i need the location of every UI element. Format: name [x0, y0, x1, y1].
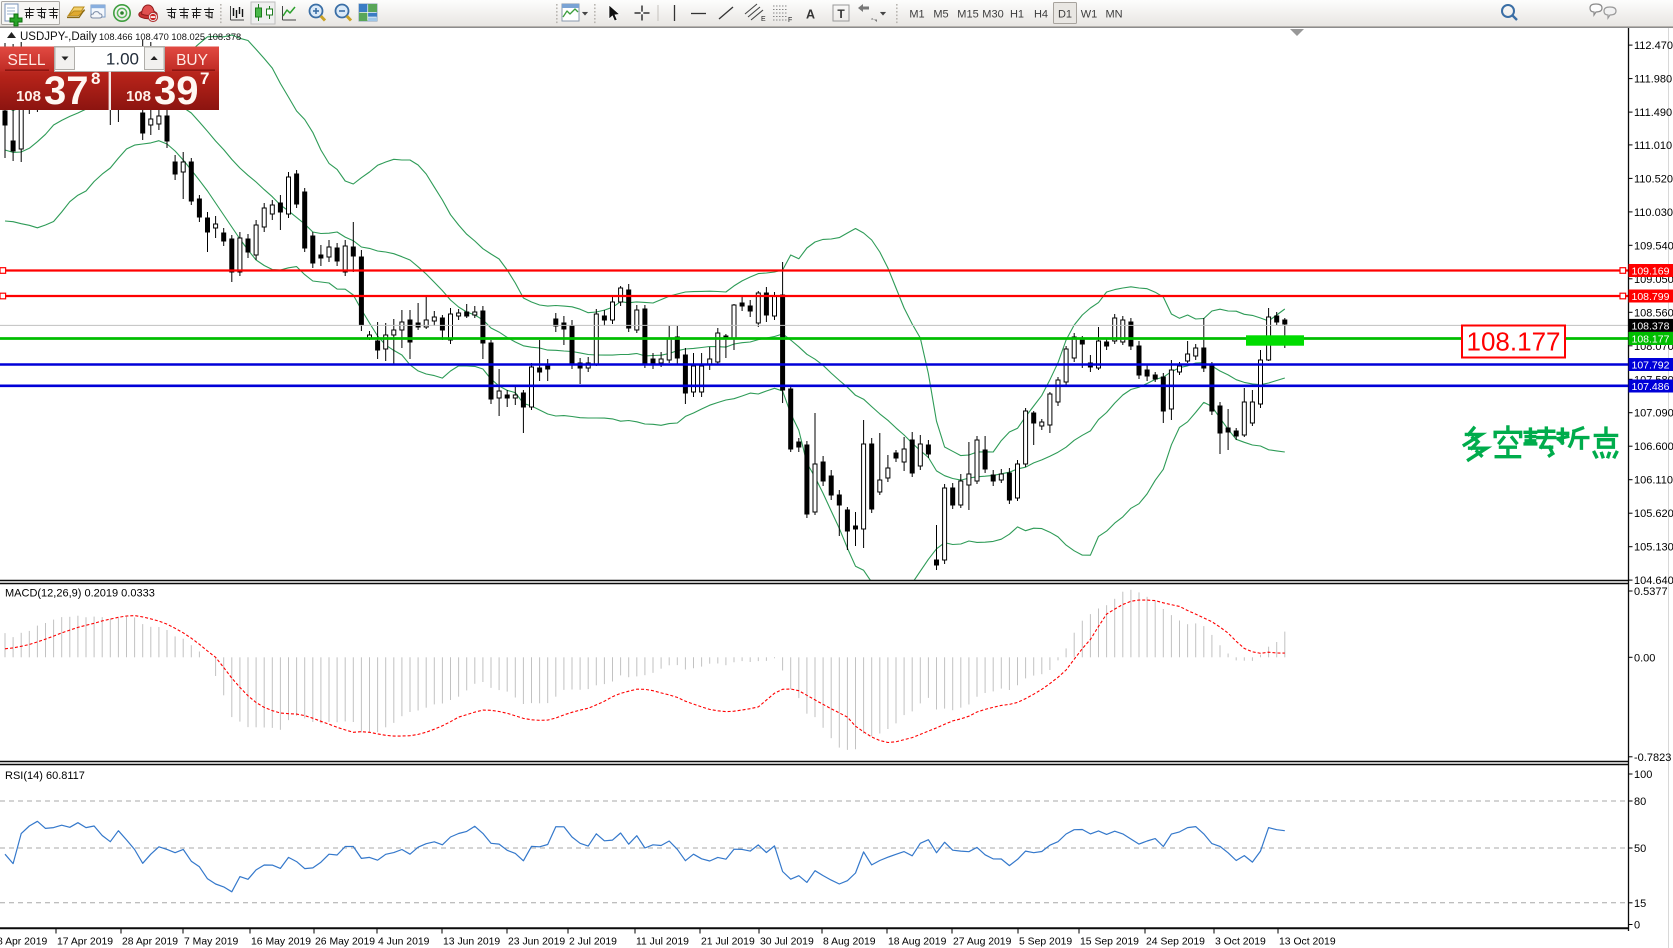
- svg-text:MACD(12,26,9) 0.2019 0.0333: MACD(12,26,9) 0.2019 0.0333: [5, 588, 155, 600]
- svg-text:USDJPY-,Daily: USDJPY-,Daily: [20, 31, 97, 43]
- svg-text:108.378: 108.378: [1632, 320, 1670, 332]
- svg-text:BUY: BUY: [176, 52, 208, 69]
- svg-text:23 Jun 2019: 23 Jun 2019: [508, 937, 565, 948]
- svg-text:21 Jul 2019: 21 Jul 2019: [701, 937, 755, 948]
- svg-text:0: 0: [1634, 920, 1640, 932]
- svg-text:15: 15: [1634, 898, 1646, 910]
- svg-text:108.177: 108.177: [1467, 327, 1561, 357]
- svg-text:106.110: 106.110: [1634, 475, 1673, 487]
- svg-text:108: 108: [126, 88, 151, 105]
- svg-text:108.799: 108.799: [1632, 291, 1670, 303]
- svg-text:A: A: [806, 8, 815, 22]
- svg-text:28 Apr 2019: 28 Apr 2019: [122, 937, 178, 948]
- svg-text:-0.7823: -0.7823: [1634, 752, 1671, 764]
- svg-text:111.010: 111.010: [1634, 140, 1672, 152]
- svg-text:17 Apr 2019: 17 Apr 2019: [57, 937, 113, 948]
- svg-text:SELL: SELL: [8, 52, 46, 69]
- svg-text:8 Apr 2019: 8 Apr 2019: [0, 937, 47, 948]
- svg-text:100: 100: [1634, 769, 1652, 781]
- svg-text:3 Oct 2019: 3 Oct 2019: [1215, 937, 1266, 948]
- svg-text:105.130: 105.130: [1634, 542, 1673, 554]
- svg-text:H1: H1: [1010, 9, 1024, 21]
- svg-text:W1: W1: [1081, 9, 1098, 21]
- svg-text:M1: M1: [909, 9, 924, 21]
- svg-text:106.600: 106.600: [1634, 441, 1673, 453]
- svg-text:7 May 2019: 7 May 2019: [184, 937, 239, 948]
- svg-text:2 Jul 2019: 2 Jul 2019: [569, 937, 617, 948]
- svg-text:26 May 2019: 26 May 2019: [315, 937, 375, 948]
- svg-text:111.980: 111.980: [1634, 74, 1672, 86]
- svg-text:107.486: 107.486: [1632, 381, 1670, 393]
- svg-text:MN: MN: [1105, 9, 1122, 21]
- svg-text:107.090: 107.090: [1634, 408, 1673, 420]
- svg-text:108.466 108.470 108.025 108.37: 108.466 108.470 108.025 108.378: [99, 32, 241, 42]
- svg-text:13 Oct 2019: 13 Oct 2019: [1279, 937, 1336, 948]
- svg-text:37: 37: [44, 69, 89, 113]
- svg-text:112.470: 112.470: [1634, 40, 1673, 52]
- svg-text:RSI(14) 60.8117: RSI(14) 60.8117: [5, 770, 85, 782]
- svg-text:5 Sep 2019: 5 Sep 2019: [1019, 937, 1072, 948]
- svg-text:0.5377: 0.5377: [1634, 586, 1668, 598]
- svg-text:108: 108: [16, 88, 41, 105]
- svg-text:M30: M30: [982, 9, 1003, 21]
- svg-text:109.540: 109.540: [1634, 240, 1673, 252]
- svg-text:30 Jul 2019: 30 Jul 2019: [760, 937, 814, 948]
- svg-text:107.792: 107.792: [1632, 360, 1670, 372]
- svg-text:M15: M15: [957, 9, 978, 21]
- svg-text:39: 39: [154, 69, 199, 113]
- svg-text:18 Aug 2019: 18 Aug 2019: [888, 937, 947, 948]
- svg-text:D1: D1: [1058, 9, 1072, 21]
- svg-text:110.520: 110.520: [1634, 173, 1673, 185]
- svg-text:15 Sep 2019: 15 Sep 2019: [1080, 937, 1139, 948]
- svg-text:50: 50: [1634, 843, 1646, 855]
- svg-text:11 Jul 2019: 11 Jul 2019: [636, 937, 689, 948]
- svg-text:8 Aug 2019: 8 Aug 2019: [823, 937, 876, 948]
- svg-text:F: F: [788, 17, 792, 24]
- svg-text:80: 80: [1634, 796, 1646, 808]
- svg-text:1.00: 1.00: [106, 50, 139, 69]
- svg-text:8: 8: [91, 69, 100, 88]
- svg-text:27 Aug 2019: 27 Aug 2019: [953, 937, 1012, 948]
- svg-text:0.00: 0.00: [1634, 652, 1655, 664]
- svg-text:104.640: 104.640: [1634, 575, 1673, 587]
- svg-text:109.169: 109.169: [1632, 266, 1670, 278]
- svg-text:13 Jun 2019: 13 Jun 2019: [443, 937, 500, 948]
- svg-text:24 Sep 2019: 24 Sep 2019: [1146, 937, 1205, 948]
- svg-text:108.177: 108.177: [1632, 334, 1670, 346]
- svg-text:16 May 2019: 16 May 2019: [251, 937, 311, 948]
- svg-text:110.030: 110.030: [1634, 207, 1673, 219]
- svg-text:105.620: 105.620: [1634, 508, 1673, 520]
- svg-text:111.490: 111.490: [1634, 107, 1672, 119]
- svg-text:H4: H4: [1034, 9, 1048, 21]
- svg-text:M5: M5: [933, 9, 948, 21]
- svg-text:T: T: [837, 7, 845, 21]
- svg-text:108.560: 108.560: [1634, 307, 1673, 319]
- svg-text:7: 7: [200, 69, 209, 88]
- svg-text:E: E: [761, 16, 766, 23]
- svg-text:4 Jun 2019: 4 Jun 2019: [378, 937, 430, 948]
